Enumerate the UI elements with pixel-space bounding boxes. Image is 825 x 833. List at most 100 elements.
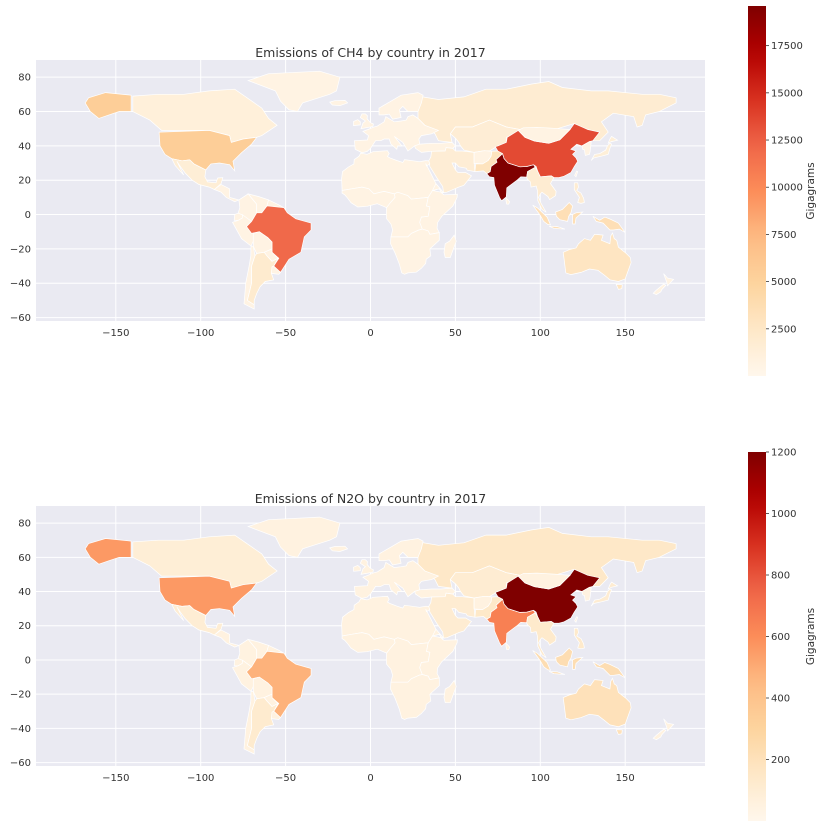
x-tick-label: 150	[616, 328, 635, 339]
country-scandinavia	[378, 92, 424, 120]
colorbar-tick-label: 5000	[771, 277, 796, 288]
country-tasmania	[615, 729, 623, 735]
country-new-guinea	[592, 661, 626, 679]
colorbar-tick-label: 12500	[771, 136, 803, 147]
country-middle-east	[428, 592, 476, 639]
country-sri-lanka	[505, 196, 511, 205]
y-tick-label: −40	[10, 279, 31, 290]
country-new-guinea	[592, 215, 626, 233]
x-tick-label: 100	[531, 328, 550, 339]
x-tick-label: −50	[275, 328, 296, 339]
country-hokkaido	[607, 581, 619, 590]
country-greenland	[247, 516, 341, 558]
country-hokkaido	[607, 135, 619, 145]
y-tick-label: 60	[18, 553, 31, 564]
y-tick-label: −20	[10, 244, 31, 255]
country-sulawesi	[572, 656, 584, 670]
country-borneo	[555, 201, 573, 222]
country-japan	[590, 142, 613, 161]
x-tick-label: 100	[531, 773, 550, 784]
y-tick-label: 0	[25, 655, 31, 666]
country-philippines	[573, 627, 585, 650]
x-tick-label: 0	[367, 328, 373, 339]
colorbar-tick-label: 1200	[771, 448, 796, 459]
country-madagascar	[443, 234, 457, 258]
colorbar-tick-label: 7500	[771, 230, 796, 241]
colorbar-label: Gigagrams	[805, 162, 817, 219]
country-great-britain	[359, 113, 374, 130]
country-java	[548, 225, 566, 230]
country-borneo	[555, 647, 573, 668]
colorbar-tick-label: 600	[771, 632, 790, 643]
country-indonesia	[532, 204, 552, 226]
ch4-map-figure: Emissions of CH4 by country in 2017 −150 −…	[10, 6, 817, 376]
y-tick-label: 40	[18, 587, 31, 598]
x-tick-label: −150	[102, 773, 129, 784]
country-indonesia	[532, 650, 552, 671]
country-philippines	[573, 182, 585, 204]
country-alaska	[84, 538, 132, 565]
y-tick-label: −60	[10, 758, 31, 769]
colorbar-tick-label: 800	[771, 571, 790, 582]
colorbar-label: Gigagrams	[805, 608, 817, 665]
country-australia	[562, 677, 632, 728]
country-sri-lanka	[505, 642, 510, 651]
y-tick-label: −60	[10, 313, 31, 324]
country-layer	[84, 516, 677, 755]
country-new-zealand-north	[663, 718, 675, 732]
country-great-britain	[359, 559, 374, 575]
country-tasmania	[615, 284, 623, 290]
y-tick-label: −40	[10, 724, 31, 735]
y-tick-label: −20	[10, 690, 31, 701]
y-tick-label: 80	[18, 519, 31, 530]
country-southern-africa	[390, 674, 440, 720]
country-ireland	[353, 564, 361, 572]
colorbar-tick-label: 10000	[771, 183, 803, 194]
colorbar-tick-label: 1000	[771, 509, 796, 520]
country-iceland	[329, 100, 349, 107]
n2o-map-panel: Emissions of N2O by country in 2017 −150 −…	[0, 414, 825, 829]
y-tick-label: 40	[18, 141, 31, 152]
map-title: Emissions of CH4 by country in 2017	[255, 45, 485, 60]
y-tick-label: 80	[18, 73, 31, 84]
colorbar-tick-label: 400	[771, 694, 790, 705]
country-uruguay	[270, 265, 281, 275]
x-tick-label: −50	[275, 773, 296, 784]
country-madagascar	[443, 679, 457, 704]
country-ireland	[353, 119, 361, 126]
country-mexico	[171, 158, 224, 190]
y-tick-label: 60	[18, 107, 31, 118]
country-middle-east	[428, 147, 476, 193]
x-tick-label: 150	[616, 773, 635, 784]
x-tick-label: 50	[449, 328, 462, 339]
y-tick-label: 20	[18, 176, 31, 187]
ch4-map-panel: Emissions of CH4 by country in 2017 −150 −…	[0, 0, 825, 414]
country-southern-africa	[390, 228, 440, 275]
colorbar-tick-label: 200	[771, 755, 790, 766]
colorbar	[748, 6, 766, 376]
country-new-zealand-south	[652, 728, 667, 741]
country-argentina	[246, 251, 279, 306]
country-east-africa	[419, 182, 458, 235]
x-tick-label: −100	[187, 773, 214, 784]
country-australia	[562, 231, 632, 282]
colorbar-tick-label: 2500	[771, 324, 796, 335]
country-southeast-asia	[526, 166, 557, 213]
country-western-europe	[354, 560, 440, 599]
x-tick-label: 0	[367, 773, 373, 784]
country-mongolia	[517, 126, 571, 144]
country-uruguay	[270, 710, 281, 720]
colorbar-tick-label: 17500	[771, 41, 803, 52]
country-taiwan	[574, 170, 579, 178]
country-east-africa	[419, 628, 458, 680]
x-tick-label: −100	[187, 328, 214, 339]
colorbar	[748, 452, 766, 821]
x-tick-label: −150	[102, 328, 129, 339]
country-greenland	[247, 70, 341, 112]
country-java	[548, 671, 566, 675]
country-korea	[581, 586, 592, 602]
country-new-zealand-south	[652, 283, 667, 295]
y-tick-label: 20	[18, 621, 31, 632]
country-japan	[590, 588, 613, 607]
country-brazil	[246, 205, 312, 273]
